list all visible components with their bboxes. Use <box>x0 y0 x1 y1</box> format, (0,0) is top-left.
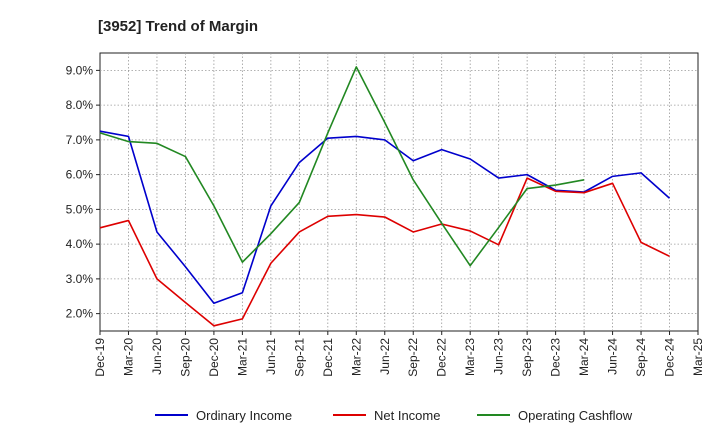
x-tick-label: Mar-20 <box>121 338 135 376</box>
x-tick-label: Dec-20 <box>207 338 221 377</box>
x-tick-label: Sep-21 <box>292 338 306 377</box>
legend-label: Operating Cashflow <box>518 408 633 423</box>
legend-label: Net Income <box>374 408 440 423</box>
y-tick-label: 5.0% <box>66 202 94 216</box>
legend: Ordinary Income Net Income Operating Cashf… <box>155 408 633 423</box>
x-tick-label: Dec-19 <box>93 338 107 377</box>
x-tick-label: Jun-24 <box>606 338 620 375</box>
x-tick-label: Sep-20 <box>178 338 192 377</box>
x-tick-label: Jun-23 <box>492 338 506 375</box>
x-tick-label: Mar-24 <box>577 338 591 376</box>
series-line-operating-cashflow <box>99 66 585 267</box>
y-tick-label: 8.0% <box>66 98 94 112</box>
y-tick-label: 6.0% <box>66 168 94 182</box>
x-tick-label: Jun-20 <box>150 338 164 375</box>
y-tick-label: 4.0% <box>66 237 94 251</box>
y-tick-label: 2.0% <box>66 307 94 321</box>
series-line-net-income <box>99 177 670 327</box>
x-tick-label: Sep-24 <box>634 338 648 377</box>
x-tick-label: Dec-24 <box>663 338 677 377</box>
x-tick-label: Mar-21 <box>235 338 249 376</box>
series-line-ordinary-income <box>99 130 671 305</box>
chart-title: [3952] Trend of Margin <box>98 18 258 35</box>
y-tick-label: 9.0% <box>66 63 94 77</box>
y-tick-label: 7.0% <box>66 133 94 147</box>
x-tick-label: Sep-23 <box>520 338 534 377</box>
x-tick-label: Mar-25 <box>691 338 705 376</box>
plot-area <box>99 52 699 332</box>
x-tick-label: Mar-22 <box>349 338 363 376</box>
x-tick-label: Sep-22 <box>406 338 420 377</box>
x-axis-ticks: Dec-19 Mar-20 Jun-20 Sep-20 Dec-20 Mar-21 Jun-… <box>93 331 705 377</box>
x-tick-label: Mar-23 <box>463 338 477 376</box>
grid-lines <box>100 53 698 331</box>
x-tick-label: Jun-21 <box>264 338 278 375</box>
x-tick-label: Dec-21 <box>321 338 335 377</box>
x-tick-label: Dec-23 <box>549 338 563 377</box>
x-tick-label: Dec-22 <box>435 338 449 377</box>
x-tick-label: Jun-22 <box>378 338 392 375</box>
legend-label: Ordinary Income <box>196 408 292 423</box>
y-axis-ticks: 2.0% 3.0% 4.0% 5.0% 6.0% 7.0% 8.0% 9.0% <box>66 63 100 321</box>
y-tick-label: 3.0% <box>66 272 94 286</box>
series-lines <box>99 66 671 327</box>
